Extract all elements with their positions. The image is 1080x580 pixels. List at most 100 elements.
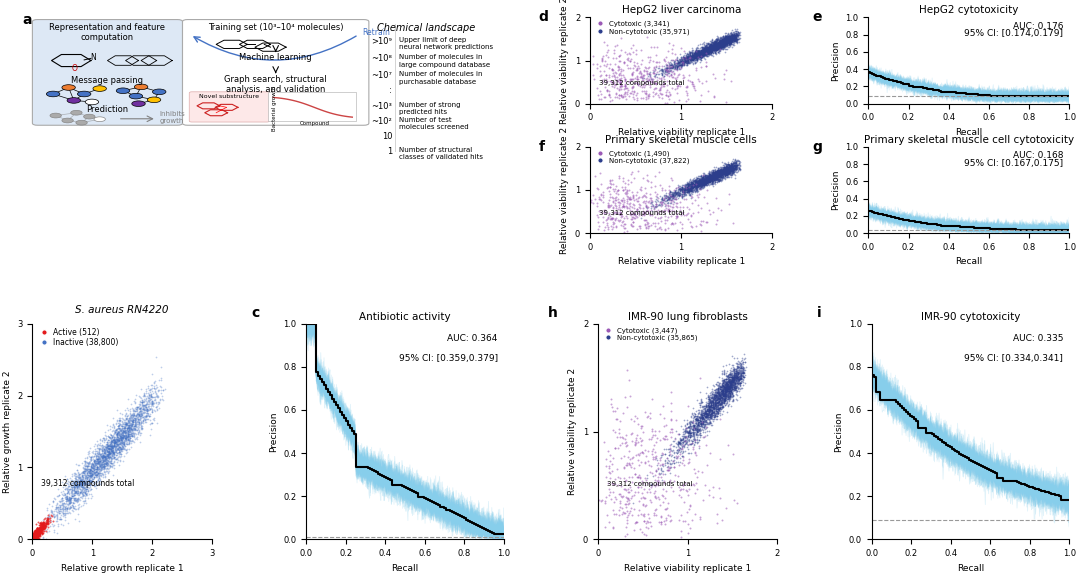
Point xyxy=(673,53,690,63)
Point xyxy=(112,433,130,443)
Point xyxy=(710,397,727,407)
Point xyxy=(97,456,114,466)
Point xyxy=(686,177,703,187)
Point xyxy=(697,176,714,185)
Point xyxy=(693,407,711,416)
Point xyxy=(30,525,48,534)
Point xyxy=(696,175,713,184)
Point xyxy=(133,402,150,411)
Point xyxy=(661,462,678,472)
Point xyxy=(100,447,118,456)
Point xyxy=(700,38,717,48)
Point xyxy=(619,193,636,202)
Point xyxy=(720,167,738,176)
Point xyxy=(33,520,51,530)
Point xyxy=(724,37,741,46)
Point xyxy=(715,43,732,52)
Point xyxy=(118,431,135,440)
Point xyxy=(712,165,729,174)
Point xyxy=(719,371,737,380)
Point xyxy=(728,379,745,388)
Point xyxy=(710,39,727,48)
Point xyxy=(711,169,728,179)
Point xyxy=(698,51,715,60)
Point xyxy=(92,450,109,459)
Point xyxy=(718,37,735,46)
Point xyxy=(724,377,741,386)
Point xyxy=(689,411,706,420)
Point xyxy=(702,409,719,418)
Point xyxy=(671,439,688,448)
Point xyxy=(615,193,632,202)
Point xyxy=(707,390,725,399)
Point xyxy=(703,177,720,187)
Point xyxy=(697,41,714,50)
Point xyxy=(97,440,114,450)
Point xyxy=(680,183,698,193)
Point xyxy=(624,191,642,201)
Point xyxy=(116,436,133,445)
Point xyxy=(726,163,743,172)
Point xyxy=(648,191,665,201)
Point xyxy=(717,37,734,46)
Point xyxy=(696,432,713,441)
Point xyxy=(712,32,729,41)
Point xyxy=(680,186,698,195)
Point xyxy=(707,173,725,183)
Point xyxy=(706,168,724,177)
Point xyxy=(647,196,664,205)
Point xyxy=(95,448,112,458)
Point xyxy=(714,165,731,175)
Point xyxy=(588,59,605,68)
Point xyxy=(707,407,725,416)
Point xyxy=(123,429,140,438)
Point xyxy=(721,164,739,173)
Point xyxy=(637,519,654,528)
Point xyxy=(727,385,744,394)
X-axis label: Relative viability replicate 1: Relative viability replicate 1 xyxy=(618,258,745,266)
Point xyxy=(85,462,103,472)
Point xyxy=(718,384,735,393)
Point xyxy=(698,44,715,53)
Point xyxy=(122,407,139,416)
Point xyxy=(117,418,134,427)
Point xyxy=(671,60,688,70)
Point xyxy=(117,428,134,437)
Point xyxy=(694,172,712,181)
Point xyxy=(589,63,606,72)
Point xyxy=(78,462,95,471)
Point xyxy=(39,515,56,524)
Point xyxy=(100,453,118,462)
Point xyxy=(593,95,610,104)
Point xyxy=(109,443,126,452)
Point xyxy=(705,412,723,422)
Point xyxy=(89,450,106,459)
Point xyxy=(111,434,129,443)
Point xyxy=(700,44,717,53)
Point xyxy=(30,531,48,540)
Point xyxy=(634,478,651,487)
Point xyxy=(102,461,119,470)
Point xyxy=(729,162,746,171)
Point xyxy=(694,50,712,60)
Point xyxy=(120,439,137,448)
Point xyxy=(712,398,729,407)
Point xyxy=(129,424,146,433)
Point xyxy=(693,52,711,61)
Point xyxy=(715,166,732,175)
Point xyxy=(697,180,714,189)
Point xyxy=(725,366,742,375)
Point xyxy=(28,528,45,538)
Point xyxy=(724,379,741,389)
Point xyxy=(92,461,109,470)
Point xyxy=(82,467,99,477)
Point xyxy=(707,44,725,53)
Point xyxy=(697,45,714,55)
Point xyxy=(730,164,747,173)
Point xyxy=(725,33,742,42)
Point xyxy=(65,494,82,503)
Point xyxy=(712,170,729,179)
Point xyxy=(708,44,726,53)
Point xyxy=(717,396,734,405)
Point xyxy=(702,172,719,181)
